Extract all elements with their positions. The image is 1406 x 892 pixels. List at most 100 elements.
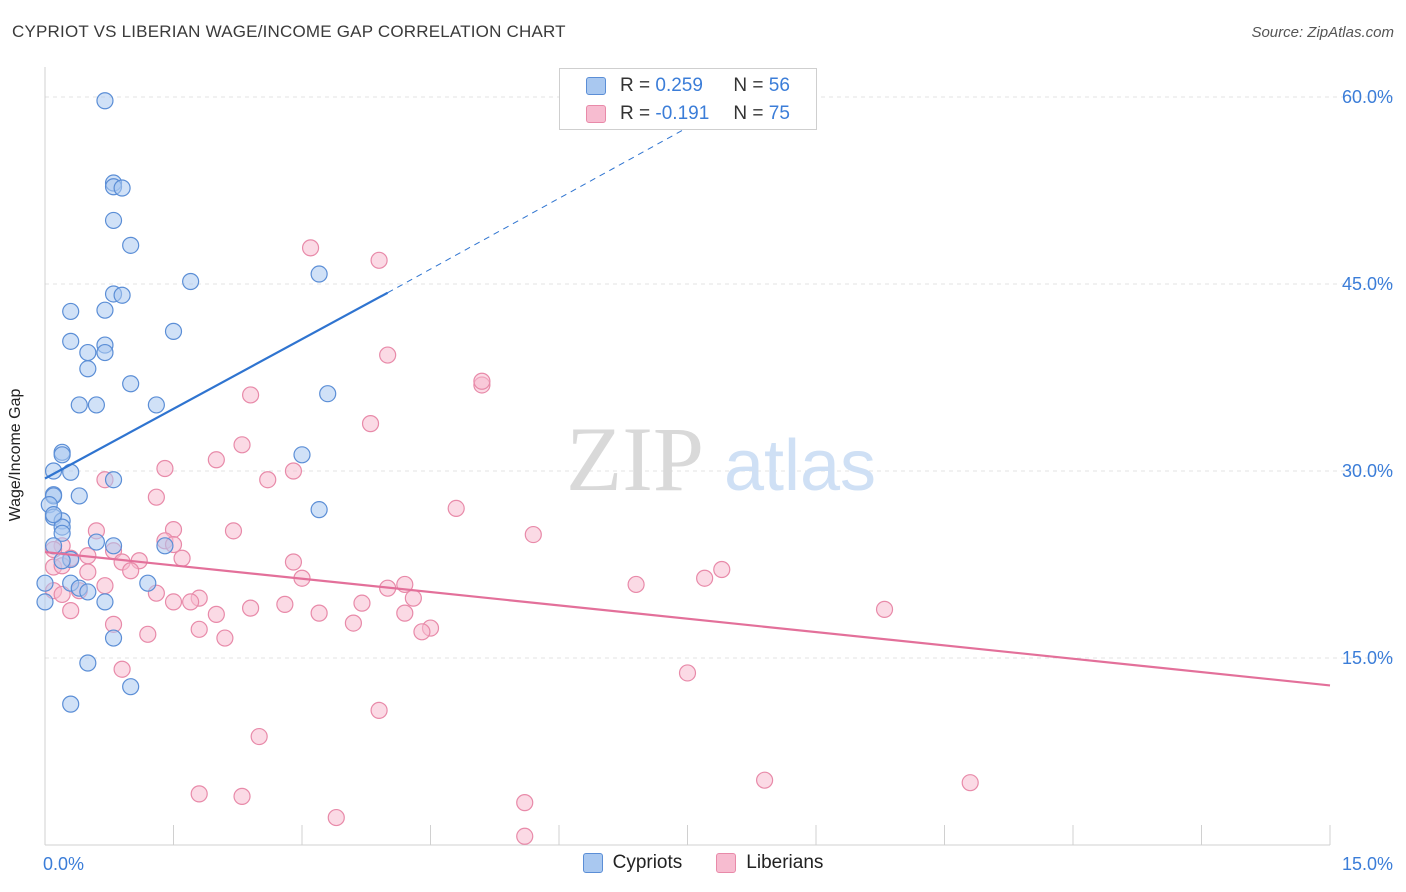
source-credit: Source: ZipAtlas.com	[1251, 24, 1394, 41]
liberian-point	[413, 623, 431, 641]
cypriot-point	[147, 396, 165, 414]
legend-r-value: -0.191	[655, 103, 710, 124]
liberian-point	[182, 593, 200, 611]
cypriot-point	[96, 593, 114, 611]
liberian-point	[79, 563, 97, 581]
liberian-point	[524, 525, 542, 544]
liberian-point	[224, 522, 243, 540]
liberian-point	[301, 239, 320, 257]
liberian-point	[139, 625, 157, 643]
liberian-point	[216, 629, 234, 647]
liberian-point	[516, 827, 534, 845]
y-tick-label: 30.0%	[1342, 461, 1393, 481]
liberian-point	[259, 471, 277, 489]
cypriot-point	[104, 629, 123, 647]
cypriot-point	[87, 533, 106, 551]
liberian-point	[696, 569, 714, 587]
cypriot-point	[62, 302, 80, 321]
liberian-point	[370, 701, 388, 719]
legend-item-liberians: Liberians	[716, 852, 823, 874]
liberian-point	[156, 459, 174, 478]
legend-row-liberians: R = -0.191 N = 75	[586, 101, 790, 127]
liberian-point	[327, 808, 345, 827]
cypriot-point	[122, 236, 140, 254]
cypriot-point	[96, 301, 114, 319]
liberian-point	[516, 794, 534, 812]
trend-lines	[44, 94, 1331, 687]
liberian-point	[233, 787, 251, 805]
liberian-point	[164, 593, 183, 611]
cypriot-point	[79, 343, 97, 362]
axes	[44, 67, 1331, 846]
liberian-point	[190, 620, 208, 638]
liberians-points	[44, 239, 979, 845]
liberian-point	[379, 346, 397, 364]
series-legend: Cypriots Liberians	[0, 852, 1406, 874]
correlation-legend: R = 0.259 N = 56 R = -0.191 N = 75	[559, 68, 817, 130]
liberian-point	[122, 562, 140, 580]
liberian-point	[370, 251, 388, 269]
cypriot-point	[104, 471, 123, 489]
liberian-point	[276, 595, 294, 613]
liberians-legend-swatch	[716, 853, 737, 873]
liberian-point	[344, 614, 362, 632]
cypriot-point	[62, 332, 80, 350]
liberian-point	[233, 436, 251, 454]
liberian-point	[250, 727, 268, 746]
liberian-point	[713, 560, 731, 579]
liberians-legend-label: Liberians	[746, 852, 824, 873]
cypriot-point	[70, 487, 88, 505]
cypriot-point	[79, 360, 97, 378]
cypriots-swatch	[586, 77, 606, 95]
cypriot-point	[70, 396, 88, 414]
liberian-point	[396, 604, 414, 622]
cypriots-points	[36, 92, 337, 713]
x-tick-label: 15.0%	[1342, 854, 1393, 874]
cypriot-point	[310, 501, 328, 519]
cypriots-legend-label: Cypriots	[612, 852, 683, 873]
cypriots-trend-line	[44, 291, 389, 480]
liberian-point	[284, 462, 303, 480]
liberian-point	[207, 451, 225, 469]
watermark-atlas: atlas	[724, 426, 876, 506]
liberian-point	[473, 372, 491, 390]
liberian-point	[361, 415, 380, 433]
cypriot-point	[96, 343, 114, 362]
legend-item-cypriots: Cypriots	[582, 852, 683, 874]
y-tick-label: 15.0%	[1342, 648, 1393, 668]
liberian-point	[242, 386, 260, 404]
liberians-trend-line	[44, 550, 1331, 687]
y-axis-label: Wage/Income Gap	[7, 388, 24, 522]
liberian-point	[755, 771, 774, 789]
cypriot-point	[104, 537, 123, 555]
cypriot-point	[139, 574, 157, 592]
legend-r-value: 0.259	[655, 75, 703, 96]
tick-labels: 15.0% 30.0% 45.0% 60.0% 0.0% 15.0%	[43, 87, 1393, 874]
liberian-point	[875, 600, 894, 618]
liberian-point	[62, 602, 80, 620]
liberian-point	[207, 605, 225, 623]
cypriot-point	[53, 524, 71, 542]
y-tick-label: 45.0%	[1342, 274, 1393, 294]
cypriots-legend-swatch	[582, 853, 603, 873]
liberian-point	[310, 604, 328, 622]
cypriot-point	[44, 506, 63, 524]
cypriot-point	[104, 211, 123, 230]
legend-n-value: 56	[768, 75, 790, 96]
cypriot-point	[156, 537, 174, 555]
liberian-point	[147, 488, 165, 506]
cypriot-point	[87, 396, 106, 414]
chart-title: CYPRIOT VS LIBERIAN WAGE/INCOME GAP CORR…	[12, 22, 566, 41]
legend-r-label: R =	[620, 103, 651, 124]
cypriot-point	[113, 179, 131, 197]
liberian-point	[173, 549, 191, 567]
cypriot-point	[113, 286, 131, 304]
cypriot-point	[36, 574, 54, 592]
legend-n-label: N =	[733, 75, 764, 96]
cypriot-point	[293, 446, 311, 464]
cypriot-point	[36, 593, 54, 611]
liberian-point	[447, 499, 465, 517]
legend-row-cypriots: R = 0.259 N = 56	[586, 73, 790, 99]
liberian-point	[242, 599, 260, 617]
